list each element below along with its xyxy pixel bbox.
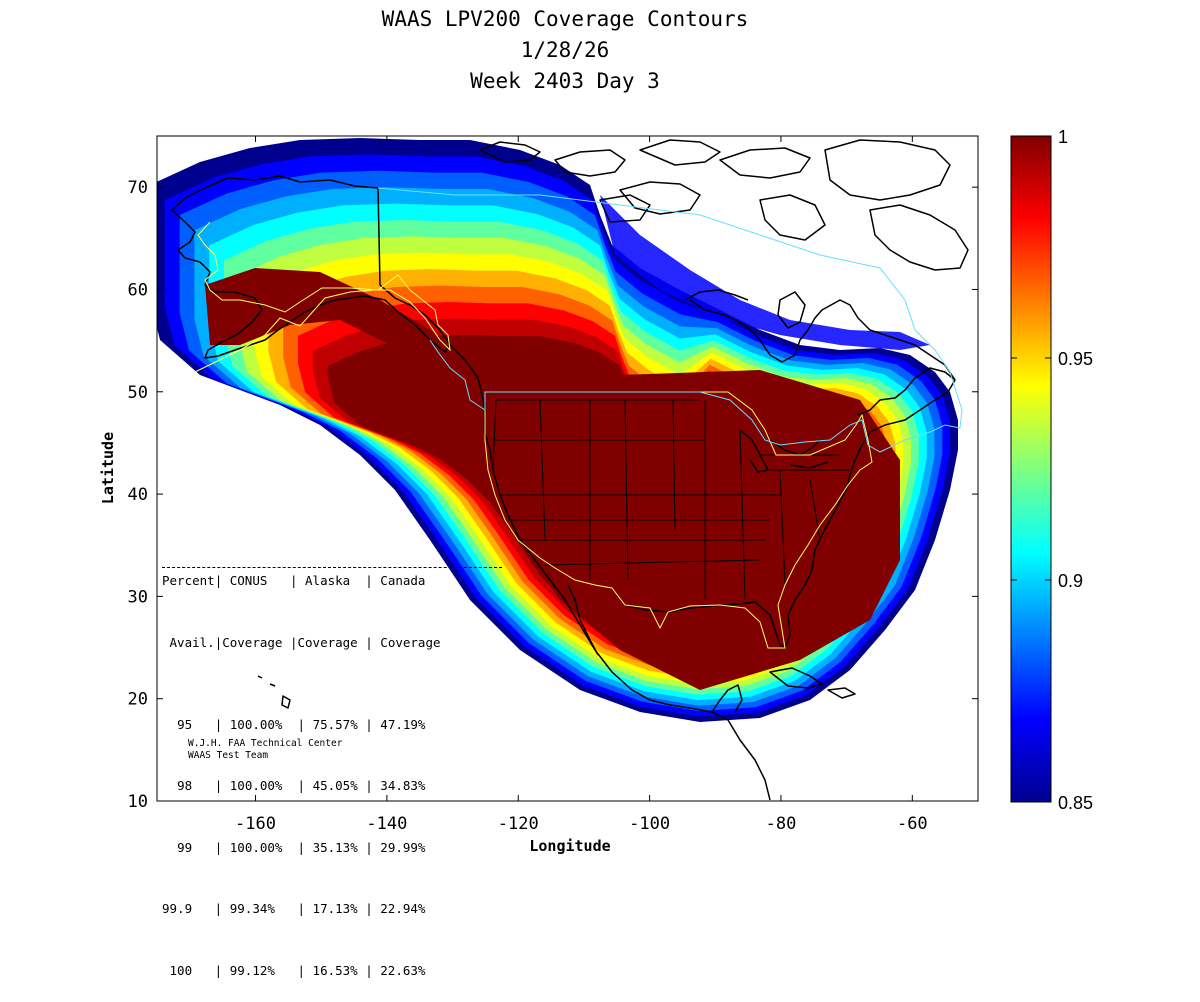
x-tick-label: -100 [629, 814, 670, 834]
coverage-band-edge [600, 195, 930, 350]
coverage-core-conus [480, 370, 900, 690]
y-tick-label: 20 [128, 690, 148, 710]
coverage-row-99: 99 | 100.00% | 35.13% | 29.99% [177, 839, 426, 855]
colorbar-ticks: 1 0.95 0.9 0.85 [1011, 127, 1093, 813]
colorbar-tick-label: 0.9 [1058, 571, 1083, 591]
region-outlines [194, 187, 963, 649]
y-axis-label: Latitude [99, 432, 117, 504]
coverage-core-alaska [205, 268, 480, 395]
y-tick-label: 60 [128, 280, 148, 300]
coverage-contours [157, 136, 978, 722]
y-tick-label: 50 [128, 383, 148, 403]
y-tick-label: 30 [128, 587, 148, 607]
coverage-table-header-1: Percent| CONUS | Alaska | Canada [162, 573, 426, 588]
x-tick-label: -140 [366, 814, 407, 834]
credit-line-2: WAAS Test Team [188, 750, 269, 761]
x-ticks: -160 -140 -120 -100 -80 -60 [235, 136, 928, 834]
x-axis-label: Longitude [529, 837, 610, 855]
state-borders [492, 399, 850, 601]
credit-line-1: W.J.H. FAA Technical Center [188, 738, 343, 749]
x-tick-label: -120 [498, 814, 539, 834]
title-line-3: Week 2403 Day 3 [470, 69, 660, 93]
coverage-map: -160 -140 -120 -100 -80 -60 10 20 30 40 50 60 70 Lo… [99, 127, 1093, 855]
coverage-table-header-2: Avail.|Coverage |Coverage | Coverage [169, 634, 441, 650]
credit: W.J.H. FAA Technical Center WAAS Test Tea… [188, 738, 342, 762]
colorbar-tick-label: 0.95 [1058, 349, 1093, 369]
x-tick-label: -160 [235, 814, 276, 834]
coverage-row-95: 95 | 100.00% | 75.57% | 47.19% [177, 716, 426, 732]
y-tick-label: 70 [128, 178, 148, 198]
y-tick-label: 10 [128, 792, 148, 812]
colorbar [1010, 135, 1052, 803]
coverage-row-100: 100 | 99.12% | 16.53% | 22.63% [169, 962, 426, 978]
uncovered-region [600, 136, 978, 350]
coverage-row-98: 98 | 100.00% | 45.05% | 34.83% [177, 778, 426, 793]
y-tick-label: 40 [128, 485, 148, 505]
title-line-1: WAAS LPV200 Coverage Contours [381, 7, 749, 31]
plot-frame [156, 135, 979, 802]
colorbar-tick-label: 1 [1058, 127, 1068, 147]
x-tick-label: -80 [766, 814, 797, 834]
coverage-table: Percent| CONUS | Alaska | Canada Avail.|… [162, 530, 502, 1002]
y-ticks: 10 20 30 40 50 60 70 [128, 178, 978, 812]
coverage-row-99-9: 99.9 | 99.34% | 17.13% | 22.94% [162, 901, 426, 916]
colorbar-tick-label: 0.85 [1058, 793, 1093, 813]
title-line-2: 1/28/26 [520, 38, 610, 62]
x-tick-label: -60 [897, 814, 928, 834]
